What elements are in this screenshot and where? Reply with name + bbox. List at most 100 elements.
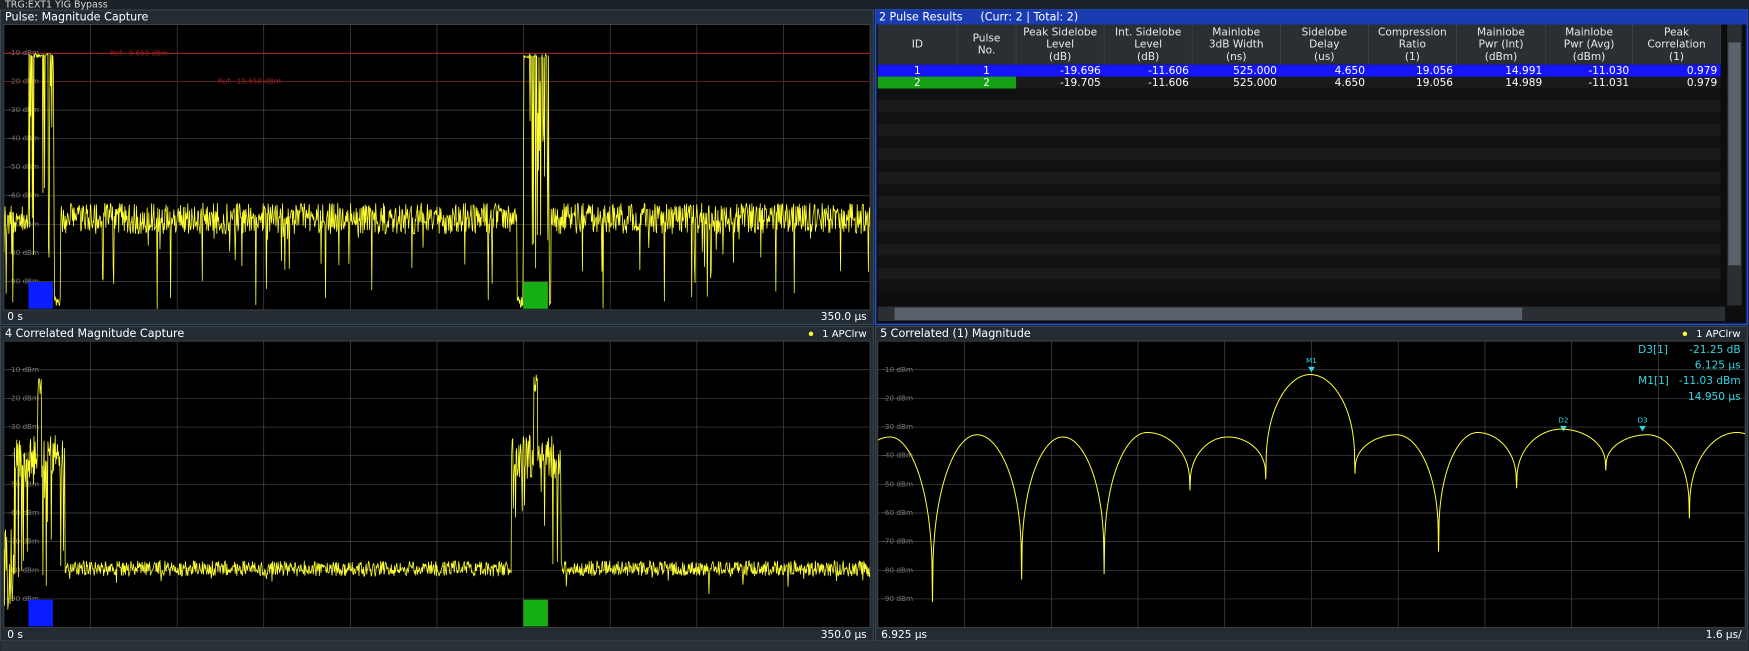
marker-info-value: -11.03 dBm: [1679, 375, 1741, 387]
y-axis-label: -30 dBm: [8, 422, 39, 431]
marker-symbol: [1308, 366, 1315, 373]
legend-dot: [808, 331, 814, 337]
column-header: Pulse: [973, 32, 1001, 44]
table-row-bg: [877, 172, 1721, 184]
legend-label: 1 APClrw: [822, 329, 867, 340]
y-axis-label: -60 dBm: [882, 508, 913, 517]
column-header: Peak: [1664, 26, 1690, 38]
y-axis-label: -30 dBm: [8, 105, 39, 114]
table-row-bg: [877, 243, 1721, 256]
panel-title: Pulse: Magnitude Capture: [5, 10, 148, 23]
table-row-bg: [877, 231, 1721, 244]
table-cell: 1: [983, 65, 990, 77]
y-axis-label: -80 dBm: [882, 565, 913, 574]
y-axis-label: -10 dBm: [8, 365, 39, 374]
table-row-bg: [877, 112, 1721, 125]
x-end-label: 1.6 µs/: [1706, 629, 1742, 641]
column-header: (1): [1669, 51, 1684, 63]
column-header: Level: [1134, 39, 1162, 51]
status-text: TRG:EXT1 YIG Bypass: [4, 0, 108, 11]
reference-label: Ref: -19.658 dBm: [218, 76, 281, 85]
column-header: (us): [1314, 51, 1334, 63]
column-header: Mainlobe: [1212, 26, 1260, 38]
column-header: (dB): [1049, 51, 1071, 63]
y-axis-label: -90 dBm: [8, 594, 39, 603]
y-axis-label: -70 dBm: [882, 537, 913, 546]
table-cell: -11.606: [1148, 65, 1189, 77]
table-row-bg: [877, 183, 1721, 196]
y-axis-label: -90 dBm: [882, 594, 913, 603]
column-header: Delay: [1309, 39, 1339, 51]
marker-info-name: M1[1]: [1638, 375, 1669, 387]
column-header: No.: [978, 45, 996, 57]
column-header: Pwr (Int): [1478, 39, 1523, 51]
y-axis-label: -80 dBm: [8, 565, 39, 574]
bottom-bar: [0, 642, 1749, 651]
legend-label: 1 APClrw: [1696, 329, 1741, 340]
table-cell: 0.979: [1687, 77, 1717, 89]
panel-title: 4 Correlated Magnitude Capture: [5, 327, 184, 340]
table-cell: 4.650: [1335, 65, 1366, 77]
table-row-bg: [877, 195, 1721, 208]
table-cell: 525.000: [1233, 65, 1277, 77]
marker-label: D3: [1637, 415, 1648, 424]
y-axis-label: -90 dBm: [8, 276, 39, 285]
table-cell: 2: [983, 77, 990, 89]
column-header: Mainlobe: [1565, 26, 1613, 38]
reference-label: Ref: -9.658 dBm: [110, 49, 168, 58]
legend-dot: [1682, 331, 1688, 337]
x-start-label: 0 s: [7, 311, 23, 323]
marker-symbol: [1560, 425, 1567, 432]
selected-row: [877, 64, 1721, 77]
table-row-bg: [877, 255, 1721, 268]
y-axis-label: -10 dBm: [8, 48, 39, 57]
table-cell: 19.056: [1416, 77, 1453, 89]
pulse-indicator: [523, 282, 548, 309]
y-axis-label: -80 dBm: [8, 248, 39, 257]
table-row-bg: [877, 88, 1721, 101]
table-cell: 19.056: [1416, 65, 1453, 77]
y-axis-label: -70 dBm: [8, 219, 39, 228]
marker-info-value: 6.125 µs: [1695, 360, 1741, 372]
marker-symbol: [1639, 425, 1646, 432]
column-header: Ratio: [1399, 39, 1426, 51]
column-header: (1): [1405, 51, 1420, 63]
y-axis-label: -20 dBm: [8, 393, 39, 402]
table-row-bg: [877, 219, 1721, 232]
table-row-bg: [877, 207, 1721, 220]
column-header: Correlation: [1647, 39, 1705, 51]
y-axis-label: -40 dBm: [8, 134, 39, 143]
table-cell: -19.705: [1060, 77, 1101, 89]
table-cell: 14.991: [1505, 65, 1542, 77]
table-row-bg: [877, 136, 1721, 149]
table-row-bg: [877, 279, 1721, 292]
marker-info-value: -21.25 dB: [1689, 344, 1740, 356]
table-cell: 2: [914, 77, 921, 89]
column-header: Peak Sidelobe: [1023, 26, 1097, 38]
marker-label: D2: [1558, 415, 1568, 424]
marker-info-name: D3[1]: [1638, 344, 1668, 356]
table-cell: 4.650: [1335, 77, 1366, 89]
trace-group: Ref: -9.658 dBm Ref: -19.658 dBm: [3, 49, 871, 310]
table-row-bg: [877, 124, 1721, 137]
y-axis-label: -10 dBm: [882, 365, 913, 374]
table-row-bg: [877, 160, 1721, 173]
pulse-indicator: [28, 282, 53, 309]
table-row-bg: [877, 267, 1721, 280]
table-header: [877, 24, 1721, 65]
table-cell: 0.979: [1687, 65, 1717, 77]
y-axis-label: -40 dBm: [882, 451, 913, 460]
results-title: 2 Pulse Results: [879, 10, 963, 23]
y-axis-label: -30 dBm: [882, 422, 913, 431]
trace-group: [3, 374, 871, 610]
scrollbar-thumb: [1728, 42, 1741, 266]
scrollbar-thumb: [894, 307, 1523, 320]
column-header: (dB): [1137, 51, 1159, 63]
trace-group: M1 D2 D3: [877, 356, 1746, 602]
column-header: Pwr (Avg): [1564, 39, 1615, 51]
column-header: Int. Sidelobe: [1115, 26, 1181, 38]
table-cell: 14.989: [1505, 77, 1542, 89]
